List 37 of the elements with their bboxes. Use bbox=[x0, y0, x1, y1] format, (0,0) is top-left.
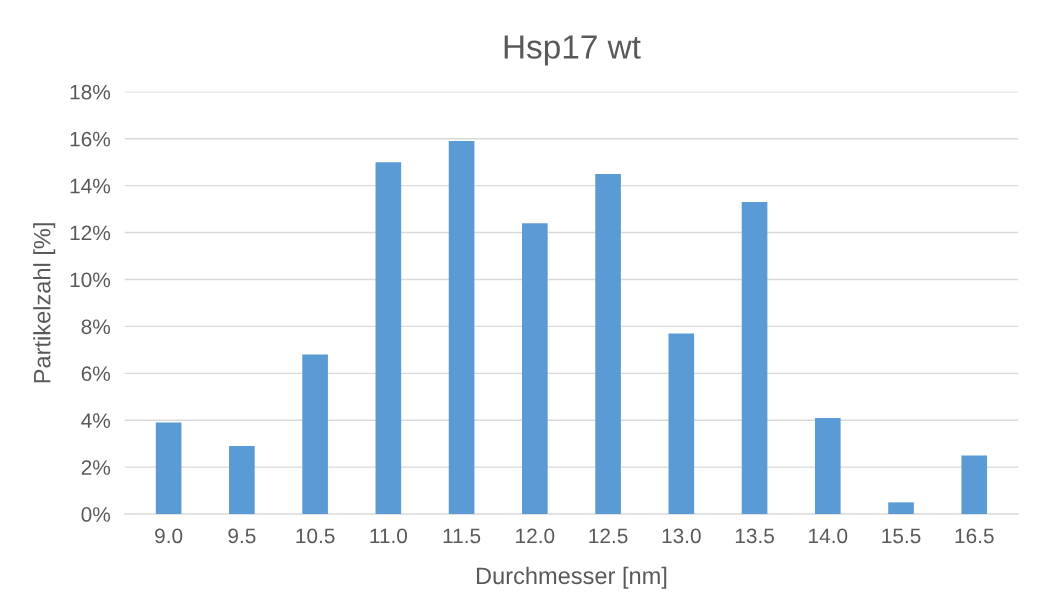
bar bbox=[888, 502, 914, 515]
x-tick-label: 13.0 bbox=[662, 528, 701, 544]
bar bbox=[302, 354, 328, 515]
bar bbox=[448, 141, 475, 515]
x-tick-label: 12.0 bbox=[516, 528, 555, 544]
chart-title: Hsp17 wt bbox=[504, 35, 641, 66]
y-tick-label: 14% bbox=[70, 178, 111, 194]
x-tick-label: 16.5 bbox=[955, 528, 994, 544]
y-tick-label: 2% bbox=[81, 460, 111, 475]
y-tick-label: 0% bbox=[81, 507, 111, 522]
y-tick-label: 6% bbox=[81, 366, 111, 382]
bar bbox=[741, 202, 768, 515]
y-tick-label: 12% bbox=[70, 225, 111, 241]
bar bbox=[375, 162, 402, 515]
x-tick-label: 9.5 bbox=[228, 528, 256, 544]
x-tick-label: 13.5 bbox=[735, 528, 774, 544]
bar bbox=[961, 455, 988, 515]
x-tick-label: 11.5 bbox=[443, 528, 481, 544]
y-tick-label: 18% bbox=[70, 84, 111, 100]
bar bbox=[595, 173, 621, 515]
y-tick-label: 4% bbox=[81, 413, 111, 428]
x-tick-label: 9.0 bbox=[155, 528, 183, 544]
y-tick-label: 16% bbox=[70, 131, 111, 147]
bar bbox=[229, 446, 255, 515]
x-tick-label: 14.0 bbox=[809, 528, 848, 544]
bar bbox=[155, 422, 182, 515]
y-axis-title: Partikelzahl [%] bbox=[33, 223, 56, 383]
x-tick-label: 12.5 bbox=[589, 528, 628, 544]
x-tick-label: 11.0 bbox=[370, 528, 408, 544]
y-tick-label: 10% bbox=[70, 272, 111, 288]
x-axis-title: Durchmesser [nm] bbox=[476, 566, 667, 589]
x-tick-label: 15.5 bbox=[882, 528, 921, 544]
bar bbox=[814, 417, 841, 515]
bar bbox=[668, 333, 695, 515]
bar bbox=[522, 223, 548, 515]
x-tick-label: 10.5 bbox=[296, 528, 335, 544]
y-tick-label: 8% bbox=[81, 319, 111, 335]
